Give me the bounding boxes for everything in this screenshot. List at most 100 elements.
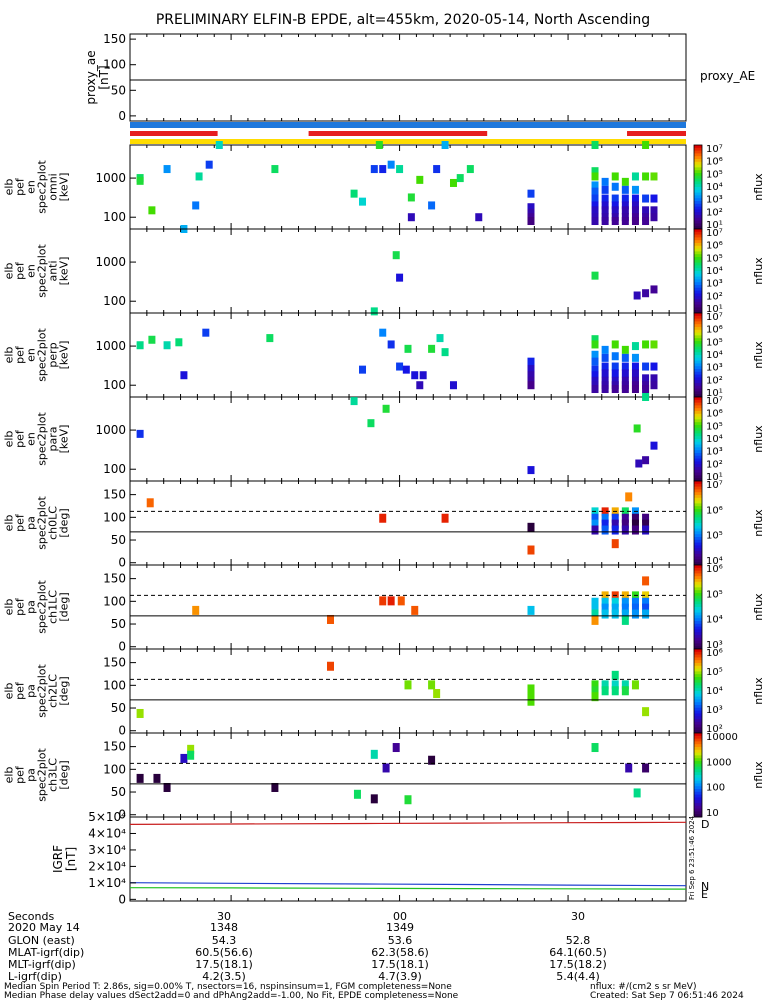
spectrogram-cell <box>416 175 424 184</box>
spectrogram-cell <box>379 165 387 174</box>
pitch-angle-cell <box>136 773 144 783</box>
pitch-angle-cell <box>621 525 629 535</box>
spectrogram-cell <box>650 213 658 222</box>
colorbar-segment <box>694 525 702 530</box>
y-axis-label: spec2plot <box>36 160 49 214</box>
footer-row-value: 17.5(18.1) <box>195 958 253 971</box>
y-axis-label: elb <box>3 431 16 448</box>
colorbar-segment <box>694 643 702 647</box>
y-tick-label: 2×10⁴ <box>88 859 126 873</box>
colorbar-segment <box>694 763 702 768</box>
spectrogram-cell <box>591 167 599 176</box>
spectrogram-cell <box>650 362 658 371</box>
spectrogram-cell <box>527 357 535 366</box>
colorbar-segment <box>694 307 702 311</box>
pitch-angle-cell <box>631 525 639 535</box>
colorbar-segment <box>694 665 702 670</box>
colorbar-segment <box>694 391 702 395</box>
colorbar-segment <box>694 338 702 342</box>
colorbar-segment <box>694 436 702 440</box>
colorbar-tick-label: 10⁷ <box>706 396 723 407</box>
spectrogram-cell <box>404 344 412 353</box>
y-tick-label: 150 <box>103 32 126 46</box>
y-axis-label: pef <box>14 177 27 196</box>
colorbar-segment <box>694 556 702 560</box>
colorbar-title: nflux <box>752 257 765 285</box>
spectrogram-cell <box>611 217 619 226</box>
colorbar-segment <box>694 296 702 300</box>
y-axis-label: en <box>25 432 38 446</box>
spectrogram-cell <box>359 197 367 206</box>
pitch-angle-cell <box>527 545 535 555</box>
colorbar-segment <box>694 360 702 364</box>
colorbar-segment <box>694 702 702 706</box>
colorbar-segment <box>694 301 702 306</box>
spectrogram-cell <box>441 348 449 357</box>
colorbar-segment <box>694 537 702 541</box>
pitch-angle-cell <box>611 525 619 535</box>
spectrogram-cell <box>642 206 650 215</box>
spectrogram-cell <box>202 328 210 337</box>
colorbar-segment <box>694 584 702 588</box>
y-axis-label: elb <box>3 263 16 280</box>
colorbar-tick-label: 10⁵ <box>706 531 723 542</box>
colorbar-segment <box>694 282 702 286</box>
y-axis-label: proxy_ae <box>84 50 98 104</box>
spectrogram-cell <box>370 307 378 316</box>
pitch-angle-cell <box>379 596 387 606</box>
spectrogram-cell <box>466 165 474 174</box>
spectrogram-cell <box>411 371 419 380</box>
colorbar-segment <box>694 707 702 712</box>
colorbar-title: nflux <box>752 593 765 621</box>
pitch-angle-cell <box>621 609 629 619</box>
colorbar-tick-label: 10⁵ <box>706 667 723 678</box>
pitch-angle-cell <box>527 696 535 706</box>
y-tick-label: 150 <box>103 488 126 502</box>
spectrogram-cell <box>175 338 183 347</box>
spectrogram-cell <box>611 182 619 191</box>
colorbar-title: nflux <box>752 341 765 369</box>
colorbar-segment <box>694 315 702 320</box>
y-tick-label: 3×10⁴ <box>88 843 126 857</box>
colorbar-segment <box>694 621 702 625</box>
spectrogram-cell <box>591 376 599 385</box>
spectrogram-cell <box>527 208 535 217</box>
spectrogram-cell <box>392 251 400 260</box>
colorbar-segment <box>694 548 702 552</box>
spectrogram-cell <box>642 141 650 149</box>
colorbar-tick-label: 10¹ <box>706 220 723 231</box>
spectrogram-cell <box>633 424 641 433</box>
spectrogram-cell <box>407 213 415 222</box>
pitch-angle-cell <box>631 513 639 523</box>
y-tick-label: 0 <box>118 892 126 906</box>
colorbar-segment <box>694 598 702 602</box>
colorbar-segment <box>694 769 702 773</box>
colorbar-segment <box>694 531 702 535</box>
pitch-angle-cell <box>642 576 650 586</box>
spectrogram-cell <box>527 217 535 226</box>
panel-frame <box>129 396 687 482</box>
colorbar-segment <box>694 427 702 432</box>
colorbar-segment <box>694 229 702 233</box>
colorbar-segment <box>694 150 702 154</box>
colorbar-tick-label: 10⁴ <box>706 434 723 445</box>
pitch-angle-cell <box>397 596 405 606</box>
colorbar-segment <box>694 814 702 818</box>
colorbar-segment <box>694 800 702 804</box>
pitch-angle-cell <box>611 680 619 690</box>
colorbar-segment <box>694 724 702 728</box>
pitch-angle-cell <box>601 591 609 601</box>
pitch-angle-cell <box>404 680 412 690</box>
pitch-angle-cell <box>326 661 334 671</box>
colorbar-segment <box>694 576 702 580</box>
colorbar-segment <box>694 777 702 782</box>
pitch-angle-cell <box>136 708 144 718</box>
y-axis-label: [nT] <box>64 847 78 871</box>
spectrogram-cell <box>611 194 619 203</box>
colorbar-segment <box>694 388 702 392</box>
colorbar-segment <box>694 206 702 210</box>
proxy-ae-label: proxy_AE <box>700 69 755 83</box>
y-axis-label: perp <box>47 342 60 367</box>
spectrogram-cell <box>621 201 629 210</box>
colorbar-segment <box>694 265 702 269</box>
